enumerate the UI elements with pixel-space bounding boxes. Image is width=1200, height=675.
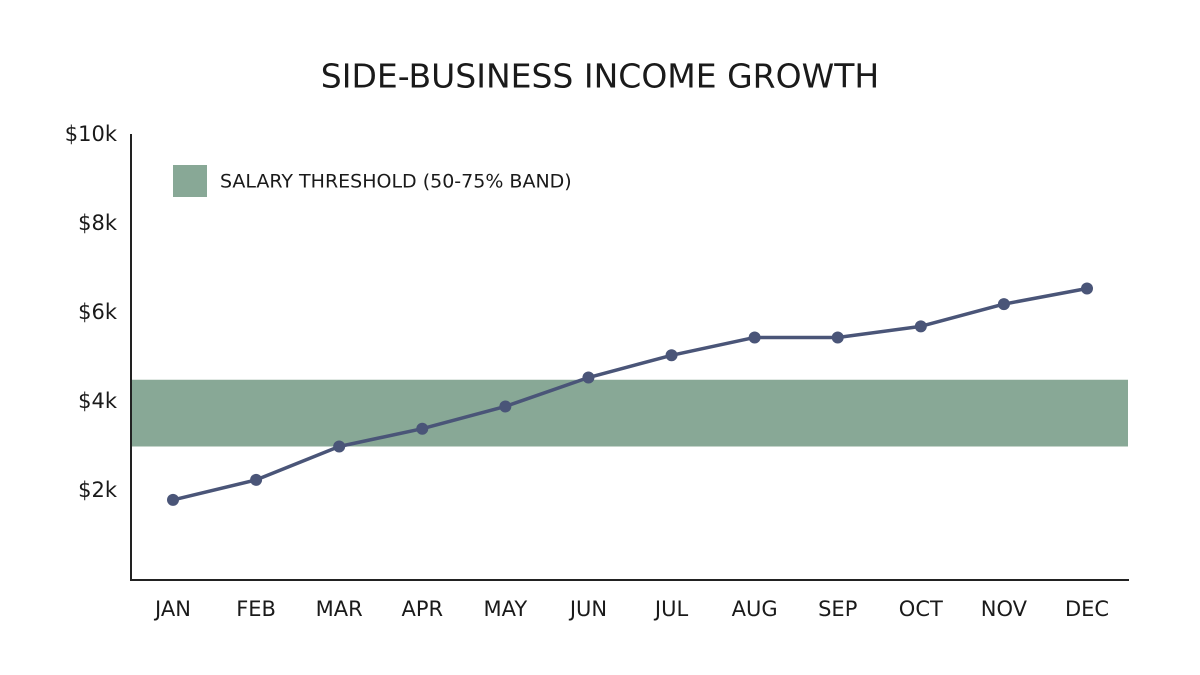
chart-title: SIDE-BUSINESS INCOME GROWTH [321,57,879,96]
data-point [914,320,927,333]
y-tick-label: $4k [78,389,118,413]
data-point [582,371,595,384]
y-tick-label: $2k [78,478,118,502]
x-tick-label: DEC [1065,597,1109,621]
y-tick-label: $6k [78,300,118,324]
data-point [665,349,678,362]
data-point [1081,282,1093,295]
x-tick-label: JUL [653,597,689,621]
y-tick-label: $10k [65,122,118,146]
data-point [416,422,429,435]
data-point [333,440,346,453]
data-point [831,331,844,344]
x-tick-label: MAR [316,597,363,621]
data-point [167,493,179,506]
data-point [250,473,263,486]
x-tick-label: APR [401,597,443,621]
x-tick-label: JUN [568,597,607,621]
data-point [499,400,512,413]
y-tick-label: $8k [78,211,118,235]
x-tick-label: AUG [732,597,778,621]
series-line [172,286,1088,502]
x-tick-label: NOV [981,597,1028,621]
x-tick-label: FEB [236,597,276,621]
x-tick-label: OCT [899,597,943,621]
plot-area [131,379,1128,447]
legend-swatch [173,165,207,197]
threshold-band [131,379,1128,447]
data-point [997,298,1010,311]
legend-label: SALARY THRESHOLD (50-75% BAND) [220,171,572,193]
x-tick-label: MAY [484,597,528,621]
data-point [748,331,761,344]
x-tick-label: SEP [818,597,857,621]
x-tick-label: JAN [153,597,191,621]
